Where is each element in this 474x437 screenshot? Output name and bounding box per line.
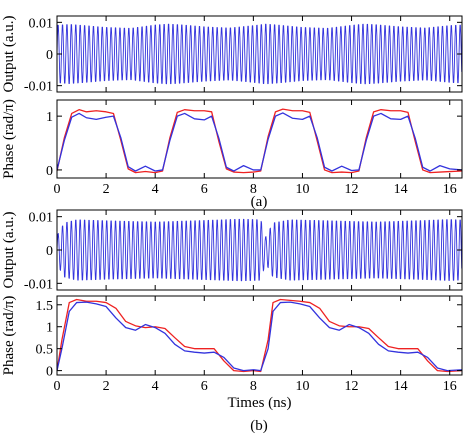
b-phase-frame bbox=[56, 295, 463, 376]
a-phase-ytick-label: 1 bbox=[46, 110, 53, 125]
caption-b: (b) bbox=[250, 418, 268, 434]
a-output-series-0-line bbox=[57, 23, 462, 85]
a-phase-xtick-label: 16 bbox=[443, 182, 457, 197]
a-output-ylabel: Output (a.u.) bbox=[1, 15, 17, 92]
b-phase-xtick-label: 8 bbox=[250, 379, 257, 394]
b-phase-xtick-label: 16 bbox=[443, 379, 457, 394]
a-phase-ytick-label: 0 bbox=[46, 164, 53, 179]
a-phase-xtick-label: 4 bbox=[152, 182, 159, 197]
a-phase-xtick-label: 14 bbox=[394, 182, 408, 197]
b-phase-series-0-line bbox=[57, 298, 462, 373]
a-phase-xtick-label: 12 bbox=[345, 182, 359, 197]
b-phase-xtick-label: 0 bbox=[54, 379, 61, 394]
b-output-ytick-label: 0.01 bbox=[29, 211, 54, 226]
a-output-ytick-label: 0 bbox=[46, 48, 53, 63]
b-phase-ytick-label: 1 bbox=[46, 321, 53, 336]
a-phase-xtick-label: 8 bbox=[250, 182, 257, 197]
b-phase-ylabel: Phase (rad/π) bbox=[1, 296, 17, 376]
a-output-ytick-label: 0.01 bbox=[29, 16, 54, 31]
b-phase-xtick-label: 10 bbox=[295, 379, 309, 394]
b-output-ytick-label: -0.01 bbox=[24, 277, 53, 292]
b-phase-xtick-label: 12 bbox=[345, 379, 359, 394]
b-output-ytick-label: 0 bbox=[46, 244, 53, 259]
b-phase-xtick-label: 2 bbox=[103, 379, 110, 394]
a-output-ytick-label: -0.01 bbox=[24, 80, 53, 95]
a-phase-frame bbox=[56, 99, 463, 179]
b-phase-xtick-label: 14 bbox=[394, 379, 408, 394]
b-output-ylabel: Output (a.u.) bbox=[1, 211, 17, 288]
b-phase-xtick-label: 4 bbox=[152, 379, 159, 394]
a-phase-xtick-label: 2 bbox=[103, 182, 110, 197]
b-phase-xtick-label: 6 bbox=[201, 379, 208, 394]
b-phase-series-1-line bbox=[57, 301, 462, 372]
b-phase-ytick-label: 0.5 bbox=[36, 343, 54, 358]
a-phase-xtick-label: 10 bbox=[295, 182, 309, 197]
b-output-series-0-line bbox=[57, 218, 462, 282]
caption-a: (a) bbox=[251, 194, 268, 210]
b-phase-ytick-label: 1.5 bbox=[36, 299, 54, 314]
a-phase-series-1-line bbox=[57, 112, 462, 172]
b-phase-xlabel: Times (ns) bbox=[227, 395, 291, 411]
b-phase-ytick-label: 0 bbox=[46, 365, 53, 380]
a-phase-xtick-label: 0 bbox=[54, 182, 61, 197]
a-phase-ylabel: Phase (rad/π) bbox=[1, 99, 17, 179]
a-phase-xtick-label: 6 bbox=[201, 182, 208, 197]
